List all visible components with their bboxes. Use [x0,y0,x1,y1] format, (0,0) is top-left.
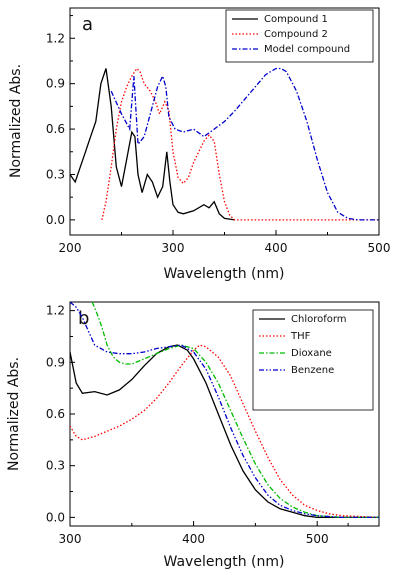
y-tick-label: 0.9 [46,355,65,369]
y-tick-label: 0.3 [46,167,65,181]
y-axis-title: Normalized Abs. [8,64,24,178]
panel-letter: a [82,14,93,35]
series-layer [70,67,379,221]
x-tick-label: 200 [59,241,82,255]
series-line-compound-1 [70,68,235,221]
legend-label: THF [290,331,311,342]
y-tick-label: 0.6 [46,407,65,421]
y-tick-label: 1.2 [46,304,65,318]
series-line-benzene [70,302,379,519]
panel-letter: b [78,308,89,329]
legend-label: Compound 1 [264,14,328,25]
legend-items: Chloroform THF Dioxane Benzene [259,314,347,376]
legend-label: Model compound [264,44,350,55]
y-tick-label: 0.9 [46,77,65,91]
panel-b: b Wavelength (nm) Normalized Abs. 300 400… [6,301,380,570]
legend-items: Compound 1 Compound 2 Model compound [232,14,350,55]
y-tick-label: 0.6 [46,122,65,136]
y-tick-label: 1.2 [46,31,65,45]
legend-box [252,309,374,411]
x-axis-title: Wavelength (nm) [164,554,285,570]
x-tick-label: 300 [59,532,82,546]
series-line-model-compound [110,67,379,221]
axis-ticks: 300 400 500 0.0 0.3 0.6 0.9 1.2 [46,304,349,546]
legend: Compound 1 Compound 2 Model compound [225,9,374,63]
y-tick-label: 0.0 [46,510,65,524]
x-tick-label: 500 [306,532,329,546]
series-line-chloroform [70,344,379,519]
x-axis-title: Wavelength (nm) [164,266,285,282]
legend-label: Dioxane [291,348,332,359]
x-tick-label: 300 [162,241,185,255]
x-tick-label: 400 [265,241,288,255]
y-tick-label: 0.0 [46,213,65,227]
y-tick-label: 0.3 [46,459,65,473]
series-layer [70,302,379,519]
legend-label: Benzene [291,365,334,376]
legend-label: Chloroform [291,314,347,325]
legend-label: Compound 2 [264,29,328,40]
panel-a: a Wavelength (nm) Normalized Abs. 200 300… [8,7,391,282]
x-tick-label: 500 [368,241,391,255]
series-line-compound-2 [101,67,379,221]
legend: Chloroform THF Dioxane Benzene [252,309,374,411]
axis-ticks: 200 300 400 500 0.0 0.3 0.6 0.9 1.2 [46,15,391,255]
y-axis-title: Normalized Abs. [6,357,22,471]
x-tick-label: 400 [182,532,205,546]
